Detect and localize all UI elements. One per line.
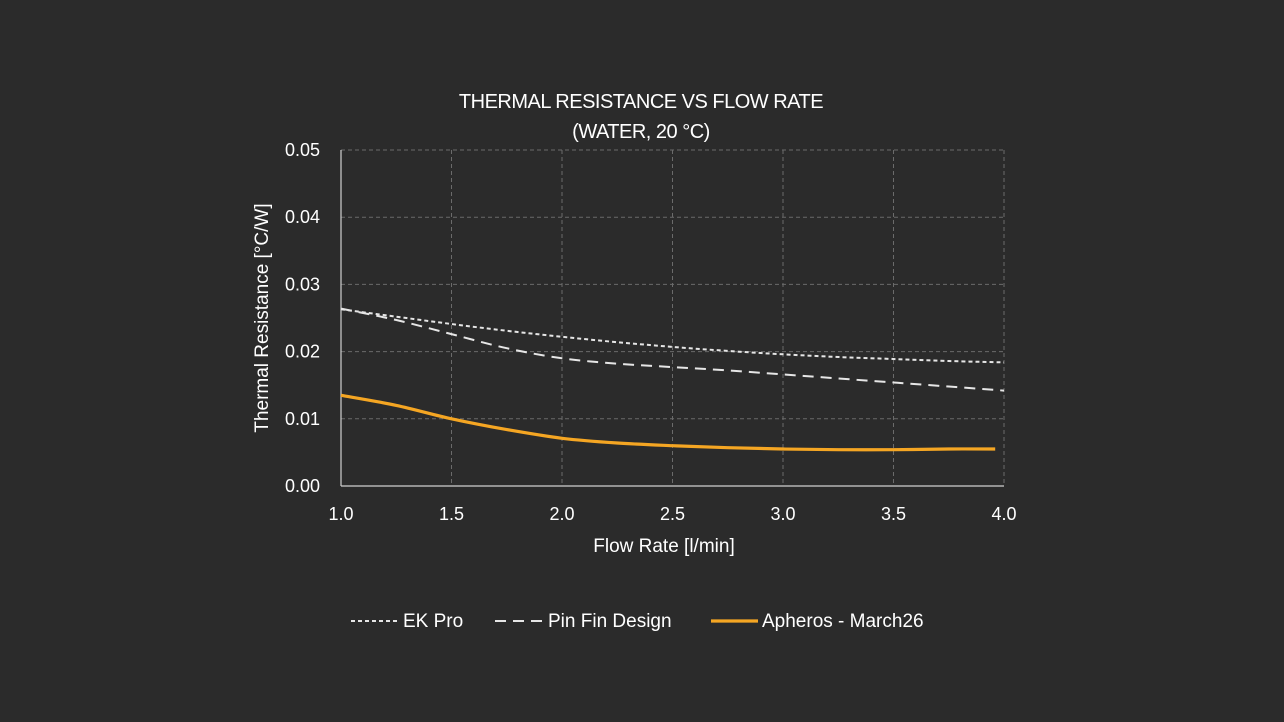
y-tick-label: 0.01 xyxy=(285,409,320,429)
y-tick-label: 0.05 xyxy=(285,140,320,160)
x-axis-title: Flow Rate [l/min] xyxy=(593,536,734,557)
series-line-0 xyxy=(340,308,1005,364)
chart-title: THERMAL RESISTANCE VS FLOW RATE xyxy=(459,91,823,113)
x-tick-label: 2.0 xyxy=(549,504,574,524)
series-line-2 xyxy=(340,393,996,452)
x-tick-label: 1.0 xyxy=(328,504,353,524)
x-tick-label: 3.5 xyxy=(881,504,906,524)
legend-label-1: Pin Fin Design xyxy=(548,611,672,632)
grid-lines xyxy=(341,149,1005,486)
x-tick-label: 1.5 xyxy=(439,504,464,524)
x-tick-labels: 1.0 1.5 2.0 2.5 3.0 3.5 4.0 xyxy=(328,504,1016,524)
axes xyxy=(340,150,1004,487)
x-tick-label: 2.5 xyxy=(660,504,685,524)
y-tick-label: 0.04 xyxy=(285,207,320,227)
legend-label-0: EK Pro xyxy=(403,611,463,632)
legend-label-2: Apheros - March26 xyxy=(762,611,924,632)
y-axis-title: Thermal Resistance [°C/W] xyxy=(252,203,273,432)
series-lines xyxy=(340,307,1005,452)
y-tick-label: 0.00 xyxy=(285,476,320,496)
y-tick-labels: 0.00 0.01 0.02 0.03 0.04 0.05 xyxy=(285,140,320,496)
y-tick-label: 0.03 xyxy=(285,274,320,294)
chart-subtitle: (WATER, 20 °C) xyxy=(572,121,710,143)
series-line-1 xyxy=(340,307,1005,392)
x-tick-label: 3.0 xyxy=(770,504,795,524)
x-tick-label: 4.0 xyxy=(991,504,1016,524)
y-tick-label: 0.02 xyxy=(285,342,320,362)
legend: EK Pro Pin Fin Design Apheros - March26 xyxy=(351,611,924,632)
